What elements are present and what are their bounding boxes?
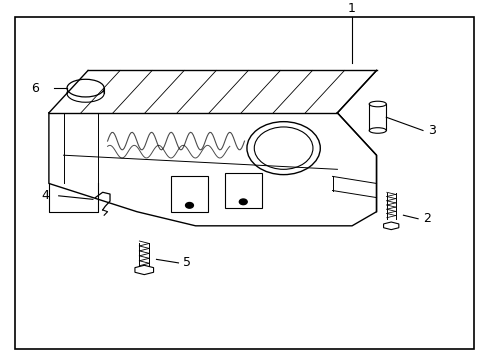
- Text: 1: 1: [347, 2, 355, 15]
- Text: 5: 5: [183, 256, 191, 269]
- Text: 3: 3: [427, 124, 435, 137]
- Ellipse shape: [368, 101, 386, 107]
- Circle shape: [239, 199, 247, 204]
- Text: 6: 6: [31, 82, 39, 95]
- Circle shape: [185, 203, 193, 208]
- Ellipse shape: [67, 85, 104, 102]
- Bar: [224, 173, 261, 208]
- Text: 4: 4: [41, 189, 49, 202]
- Ellipse shape: [67, 79, 104, 97]
- Text: 2: 2: [422, 212, 430, 225]
- Bar: [171, 176, 207, 212]
- Polygon shape: [383, 222, 398, 230]
- Polygon shape: [135, 265, 153, 275]
- Ellipse shape: [368, 128, 386, 133]
